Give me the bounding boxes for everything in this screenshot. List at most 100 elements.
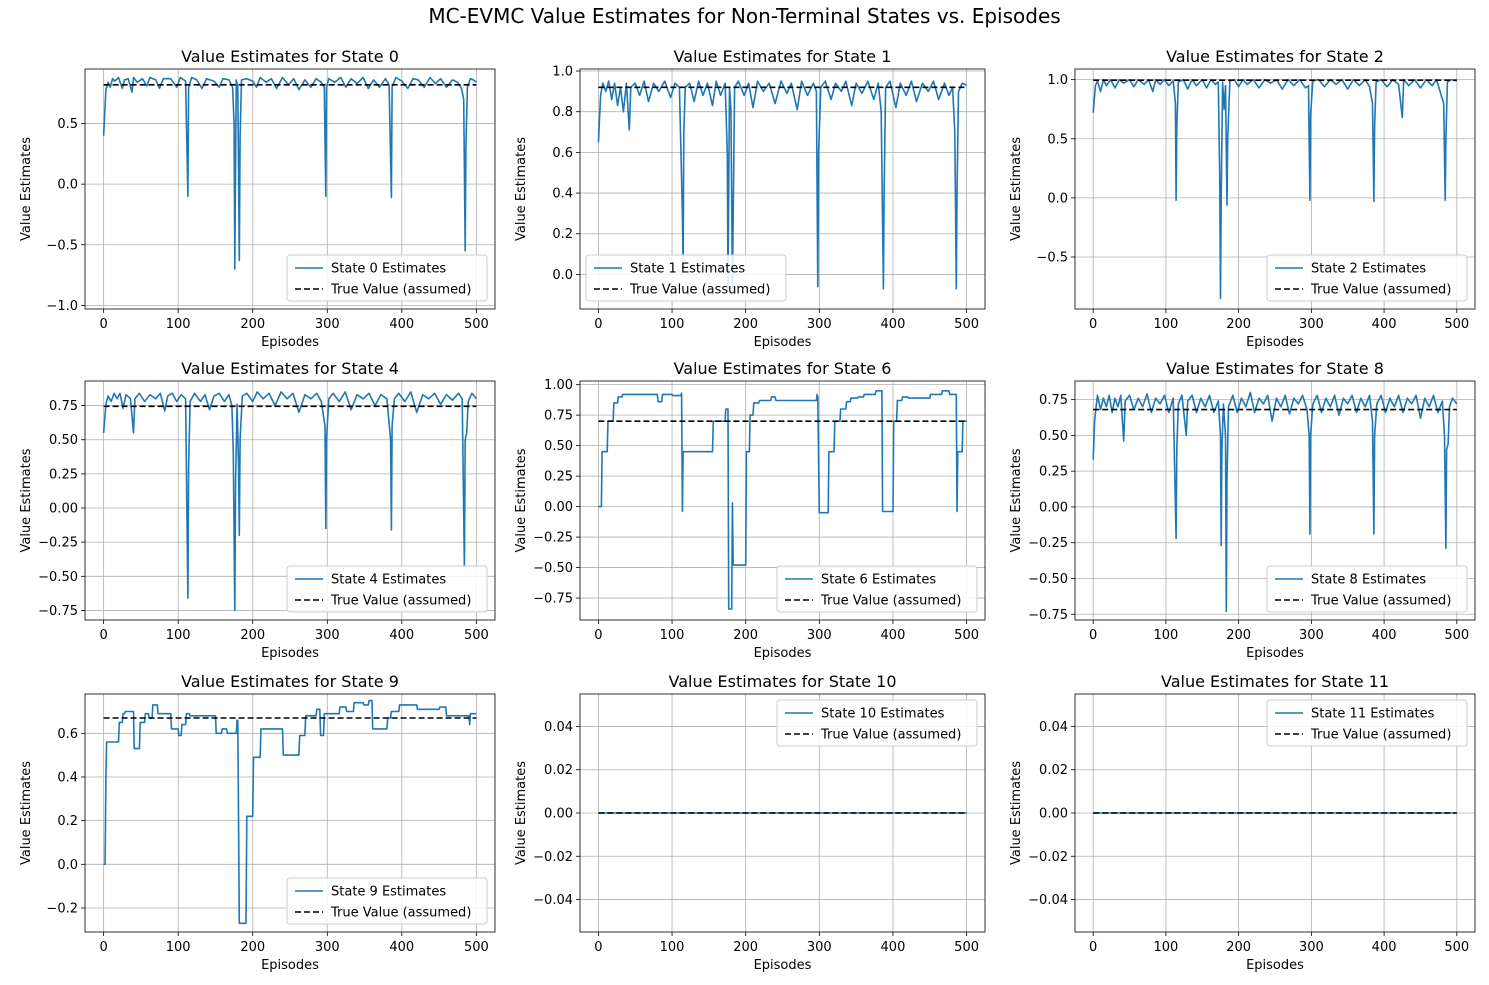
legend-entry-label: State 10 Estimates xyxy=(821,707,945,722)
legend: State 6 Estimates True Value (assumed) xyxy=(776,565,978,613)
x-tick-label: 100 xyxy=(166,317,191,332)
x-tick-label: 500 xyxy=(464,940,489,955)
y-tick-label: −0.75 xyxy=(533,592,573,607)
legend-entry-label: True Value (assumed) xyxy=(820,594,961,609)
legend-box xyxy=(585,254,787,302)
axes-frame xyxy=(1074,68,1476,310)
y-axis-label: Value Estimates xyxy=(514,761,529,865)
x-tick-label: 100 xyxy=(660,317,685,332)
y-tick-label: −0.75 xyxy=(1028,608,1068,623)
y-tick-label: −0.50 xyxy=(533,561,573,576)
subplot-title: Value Estimates for State 6 xyxy=(674,359,892,378)
x-tick-label: 500 xyxy=(464,317,489,332)
x-tick-label: 100 xyxy=(1153,317,1178,332)
x-tick-label: 300 xyxy=(315,940,340,955)
y-axis-label: Value Estimates xyxy=(1009,761,1024,865)
legend-box xyxy=(1266,565,1468,613)
y-tick-label: 0.04 xyxy=(544,720,573,735)
legend-entry-label: State 11 Estimates xyxy=(1311,707,1435,722)
y-tick-label: 1.0 xyxy=(552,65,573,80)
y-tick-label: −0.2 xyxy=(46,901,78,916)
axes-frame xyxy=(1074,693,1476,933)
subplot: Value Estimates for State 11 0 100 200 300 40… xyxy=(1009,672,1476,973)
x-tick-label: 500 xyxy=(954,317,979,332)
x-tick-label: 300 xyxy=(315,317,340,332)
y-tick-label: −0.5 xyxy=(1036,250,1068,265)
x-tick-label: 500 xyxy=(954,940,979,955)
y-tick-label: −0.25 xyxy=(533,531,573,546)
subplot-title: Value Estimates for State 0 xyxy=(181,47,399,66)
legend-box xyxy=(1266,254,1468,302)
legend-entry-label: State 1 Estimates xyxy=(630,262,745,277)
y-tick-label: 0.2 xyxy=(57,814,78,829)
x-tick-label: 200 xyxy=(1226,628,1251,643)
subplot: Value Estimates for State 2 0 100 200 300 400… xyxy=(1009,47,1476,350)
subplot-title: Value Estimates for State 9 xyxy=(181,672,399,691)
subplot: Value Estimates for State 10 0 100 200 300 40… xyxy=(514,672,986,973)
y-tick-label: 0.50 xyxy=(49,433,78,448)
x-tick-label: 100 xyxy=(660,628,685,643)
y-tick-label: −1.0 xyxy=(46,299,78,314)
y-axis-label: Value Estimates xyxy=(514,137,529,241)
y-tick-label: 0.00 xyxy=(1039,807,1068,822)
x-axis-label: Episodes xyxy=(1246,646,1304,661)
subplot-title: Value Estimates for State 4 xyxy=(181,359,399,378)
y-tick-label: −0.25 xyxy=(38,536,78,551)
y-tick-label: 0.2 xyxy=(552,227,573,242)
y-tick-label: 0.25 xyxy=(1039,465,1068,480)
x-tick-label: 400 xyxy=(389,628,414,643)
series-group xyxy=(597,80,967,292)
x-tick-label: 400 xyxy=(389,940,414,955)
series-group xyxy=(102,391,478,612)
subplot-title: Value Estimates for State 8 xyxy=(1166,359,1384,378)
y-tick-label: 0.0 xyxy=(57,178,78,193)
estimate-line xyxy=(597,80,967,292)
legend-box xyxy=(286,877,488,925)
legend-entry-label: State 2 Estimates xyxy=(1311,262,1426,277)
legend-entry-label: State 0 Estimates xyxy=(331,262,446,277)
y-axis-label: Value Estimates xyxy=(19,448,34,552)
x-tick-label: 0 xyxy=(99,628,107,643)
y-tick-label: 0.00 xyxy=(49,502,78,517)
estimate-line xyxy=(598,389,967,610)
x-tick-label: 300 xyxy=(1299,940,1324,955)
x-axis-label: Episodes xyxy=(261,958,319,973)
y-tick-label: 0.6 xyxy=(552,146,573,161)
y-tick-label: 1.0 xyxy=(1047,73,1068,88)
axes-frame xyxy=(579,693,986,933)
axes-frame xyxy=(579,68,986,310)
x-tick-label: 500 xyxy=(1444,628,1469,643)
x-tick-label: 500 xyxy=(954,628,979,643)
y-tick-label: 0.00 xyxy=(544,807,573,822)
legend-entry-label: True Value (assumed) xyxy=(330,594,471,609)
x-tick-label: 0 xyxy=(1089,628,1097,643)
series-group xyxy=(1092,391,1458,613)
estimate-line xyxy=(102,391,478,612)
x-tick-label: 500 xyxy=(464,628,489,643)
axes-frame xyxy=(1074,380,1476,621)
y-tick-label: 0.25 xyxy=(49,467,78,482)
legend-entry-label: State 6 Estimates xyxy=(821,573,936,588)
x-tick-label: 200 xyxy=(733,940,758,955)
y-tick-label: 0.8 xyxy=(552,105,573,120)
legend-box xyxy=(1266,699,1468,747)
legend-box xyxy=(286,565,488,613)
y-tick-label: −0.04 xyxy=(533,893,573,908)
legend-entry-label: True Value (assumed) xyxy=(1310,594,1451,609)
subplot: Value Estimates for State 6 0 100 200 300 400… xyxy=(514,359,986,661)
x-tick-label: 200 xyxy=(1226,317,1251,332)
legend-entry-label: True Value (assumed) xyxy=(330,906,471,921)
y-tick-label: 0.0 xyxy=(1047,191,1068,206)
y-tick-label: 0.75 xyxy=(1039,393,1068,408)
y-tick-label: 0.00 xyxy=(544,500,573,515)
x-tick-label: 300 xyxy=(807,940,832,955)
estimate-line xyxy=(1092,391,1458,613)
subplot: Value Estimates for State 4 0 100 200 300 400… xyxy=(19,359,496,661)
legend: State 0 Estimates True Value (assumed) xyxy=(286,254,488,302)
y-tick-label: −0.50 xyxy=(1028,572,1068,587)
x-tick-label: 200 xyxy=(1226,940,1251,955)
legend: State 11 Estimates True Value (assumed) xyxy=(1266,699,1468,747)
y-tick-label: 0.04 xyxy=(1039,720,1068,735)
x-tick-label: 300 xyxy=(1299,628,1324,643)
x-tick-label: 200 xyxy=(733,628,758,643)
